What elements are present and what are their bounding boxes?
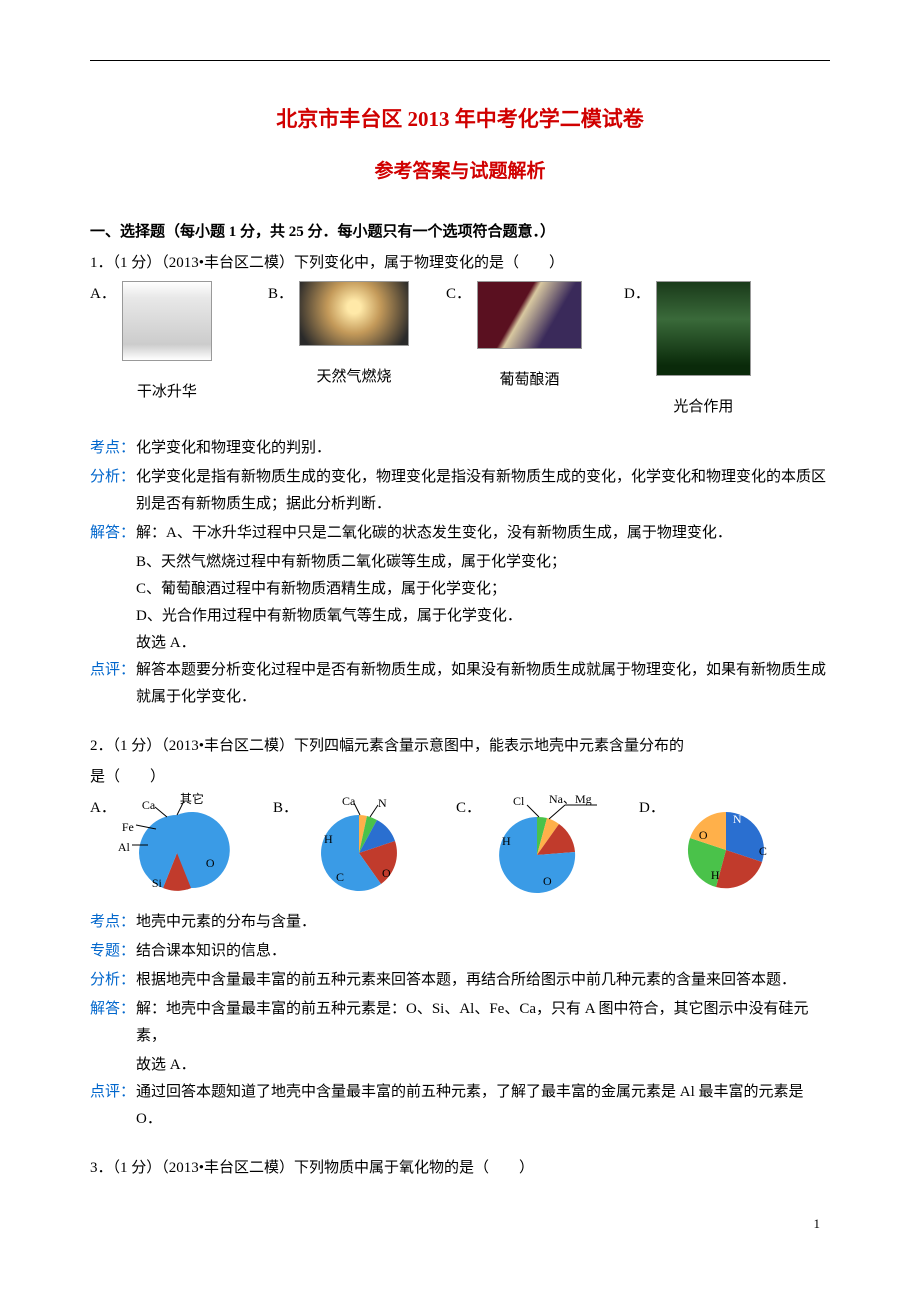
q1-a-caption: 干冰升华 xyxy=(137,379,197,406)
q2-b-lbl-h: H xyxy=(324,829,333,851)
q2-a-lbl-qita: 其它 xyxy=(180,789,204,811)
q2-c-lbl-cl: Cl xyxy=(513,791,524,813)
q1-stem: 1．（1 分）（2013•丰台区二模）下列变化中，属于物理变化的是（ ） xyxy=(90,250,830,277)
q1-fenxi-text: 化学变化是指有新物质生成的变化，物理变化是指没有新物质生成的变化，化学变化和物理… xyxy=(136,464,830,518)
q2-jieda-l1: 解：地壳中含量最丰富的前五种元素是：O、Si、Al、Fe、Ca，只有 A 图中符… xyxy=(136,996,830,1050)
q1-b-image xyxy=(299,281,409,346)
q1-jieda-l3: C、葡萄酿酒过程中有新物质酒精生成，属于化学变化； xyxy=(136,576,830,603)
q2-dianping-text: 通过回答本题知道了地壳中含量最丰富的前五种元素，了解了最丰富的金属元素是 Al … xyxy=(136,1079,830,1133)
q2-b-lbl-c: C xyxy=(336,867,344,889)
top-rule xyxy=(90,60,830,61)
title-main: 北京市丰台区 2013 年中考化学二模试卷 xyxy=(90,101,830,139)
q2-jieda-label: 解答： xyxy=(90,996,136,1023)
q2-option-a: A． xyxy=(90,795,265,895)
q2-fenxi-label: 分析： xyxy=(90,967,136,994)
q1-a-image xyxy=(122,281,212,361)
q2-stem-l2: 是（ ） xyxy=(90,764,830,791)
q2-a-pie: 其它 Ca Fe Al Si O xyxy=(122,795,232,895)
q2-d-pie: N O H C xyxy=(671,795,781,895)
q2-a-lbl-o: O xyxy=(206,853,215,875)
q2-b-lbl-o: O xyxy=(382,863,391,885)
q2-a-lbl-si: Si xyxy=(152,873,162,895)
q2-zhuanti-label: 专题： xyxy=(90,938,136,965)
q2-option-c: C． Cl Na、Mg H O xyxy=(456,795,631,895)
q2-b-lbl-n: N xyxy=(378,793,387,815)
q1-b-letter: B． xyxy=(268,281,293,308)
q1-c-caption: 葡萄酿酒 xyxy=(500,367,560,394)
q2-d-lbl-h: H xyxy=(711,865,720,887)
q2-dianping-label: 点评： xyxy=(90,1079,136,1106)
q1-d-letter: D． xyxy=(624,281,650,308)
q1-a-letter: A． xyxy=(90,281,116,308)
q2-c-lbl-namg: Na、Mg xyxy=(549,789,592,811)
q2-d-lbl-c: C xyxy=(759,841,767,863)
q2-c-letter: C． xyxy=(456,795,481,822)
q1-analysis: 考点：化学变化和物理变化的判别． 分析：化学变化是指有新物质生成的变化，物理变化… xyxy=(90,435,830,711)
q1-dianping-label: 点评： xyxy=(90,657,136,684)
q2-b-letter: B． xyxy=(273,795,298,822)
q1-c-letter: C． xyxy=(446,281,471,308)
q2-c-pie: Cl Na、Mg H O xyxy=(487,795,597,895)
q1-option-a: A． 干冰升华 xyxy=(90,281,260,406)
q1-options: A． 干冰升华 B． 天然气燃烧 C． 葡萄酿酒 D． xyxy=(90,281,830,421)
q2-analysis: 考点：地壳中元素的分布与含量． 专题：结合课本知识的信息． 分析：根据地壳中含量… xyxy=(90,909,830,1133)
q1-dianping-text: 解答本题要分析变化过程中是否有新物质生成，如果没有新物质生成就属于物理变化，如果… xyxy=(136,657,830,711)
q1-kaodian-label: 考点： xyxy=(90,435,136,462)
q1-jieda-l1: 解：A、干冰升华过程中只是二氧化碳的状态发生变化，没有新物质生成，属于物理变化． xyxy=(136,520,830,547)
q1-fenxi-label: 分析： xyxy=(90,464,136,491)
q2-option-b: B． Ca N H C O xyxy=(273,795,448,895)
q2-jieda-l2: 故选 A． xyxy=(136,1052,830,1079)
q2-b-lbl-ca: Ca xyxy=(342,791,355,813)
q1-kaodian-text: 化学变化和物理变化的判别． xyxy=(136,435,830,462)
q2-zhuanti-text: 结合课本知识的信息． xyxy=(136,938,830,965)
q1-jieda-label: 解答： xyxy=(90,520,136,547)
q1-jieda-l5: 故选 A． xyxy=(136,630,830,657)
q2-a-lbl-fe: Fe xyxy=(122,817,134,839)
q1-d-image xyxy=(656,281,751,376)
q2-fenxi-text: 根据地壳中含量最丰富的前五种元素来回答本题，再结合所给图示中前几种元素的含量来回… xyxy=(136,967,830,994)
q2-a-lbl-al: Al xyxy=(118,837,130,859)
q1-option-b: B． 天然气燃烧 xyxy=(268,281,438,391)
q2-d-lbl-o: O xyxy=(699,825,708,847)
q2-a-letter: A． xyxy=(90,795,116,822)
q1-d-caption: 光合作用 xyxy=(673,394,733,421)
q2-option-d: D． N O H C xyxy=(639,795,814,895)
q1-c-image xyxy=(477,281,582,349)
q2-d-letter: D． xyxy=(639,795,665,822)
page-number: 1 xyxy=(90,1212,830,1235)
q1-option-d: D． 光合作用 xyxy=(624,281,754,421)
q2-options: A． xyxy=(90,795,830,895)
q2-c-lbl-o: O xyxy=(543,871,552,893)
q2-b-pie: Ca N H C O xyxy=(304,795,414,895)
q1-jieda-l4: D、光合作用过程中有新物质氧气等生成，属于化学变化． xyxy=(136,603,830,630)
section1-heading: 一、选择题（每小题 1 分，共 25 分．每小题只有一个选项符合题意．） xyxy=(90,219,830,246)
q3-stem: 3．（1 分）（2013•丰台区二模）下列物质中属于氧化物的是（ ） xyxy=(90,1155,830,1182)
q2-kaodian-label: 考点： xyxy=(90,909,136,936)
title-sub: 参考答案与试题解析 xyxy=(90,155,830,189)
q2-a-lbl-ca: Ca xyxy=(142,795,155,817)
q2-kaodian-text: 地壳中元素的分布与含量． xyxy=(136,909,830,936)
q1-option-c: C． 葡萄酿酒 xyxy=(446,281,616,394)
q2-d-lbl-n: N xyxy=(733,809,742,831)
q1-jieda-l2: B、天然气燃烧过程中有新物质二氧化碳等生成，属于化学变化； xyxy=(136,549,830,576)
q1-b-caption: 天然气燃烧 xyxy=(317,364,392,391)
q2-stem-l1: 2．（1 分）（2013•丰台区二模）下列四幅元素含量示意图中，能表示地壳中元素… xyxy=(90,733,830,760)
q2-c-lbl-h: H xyxy=(502,831,511,853)
